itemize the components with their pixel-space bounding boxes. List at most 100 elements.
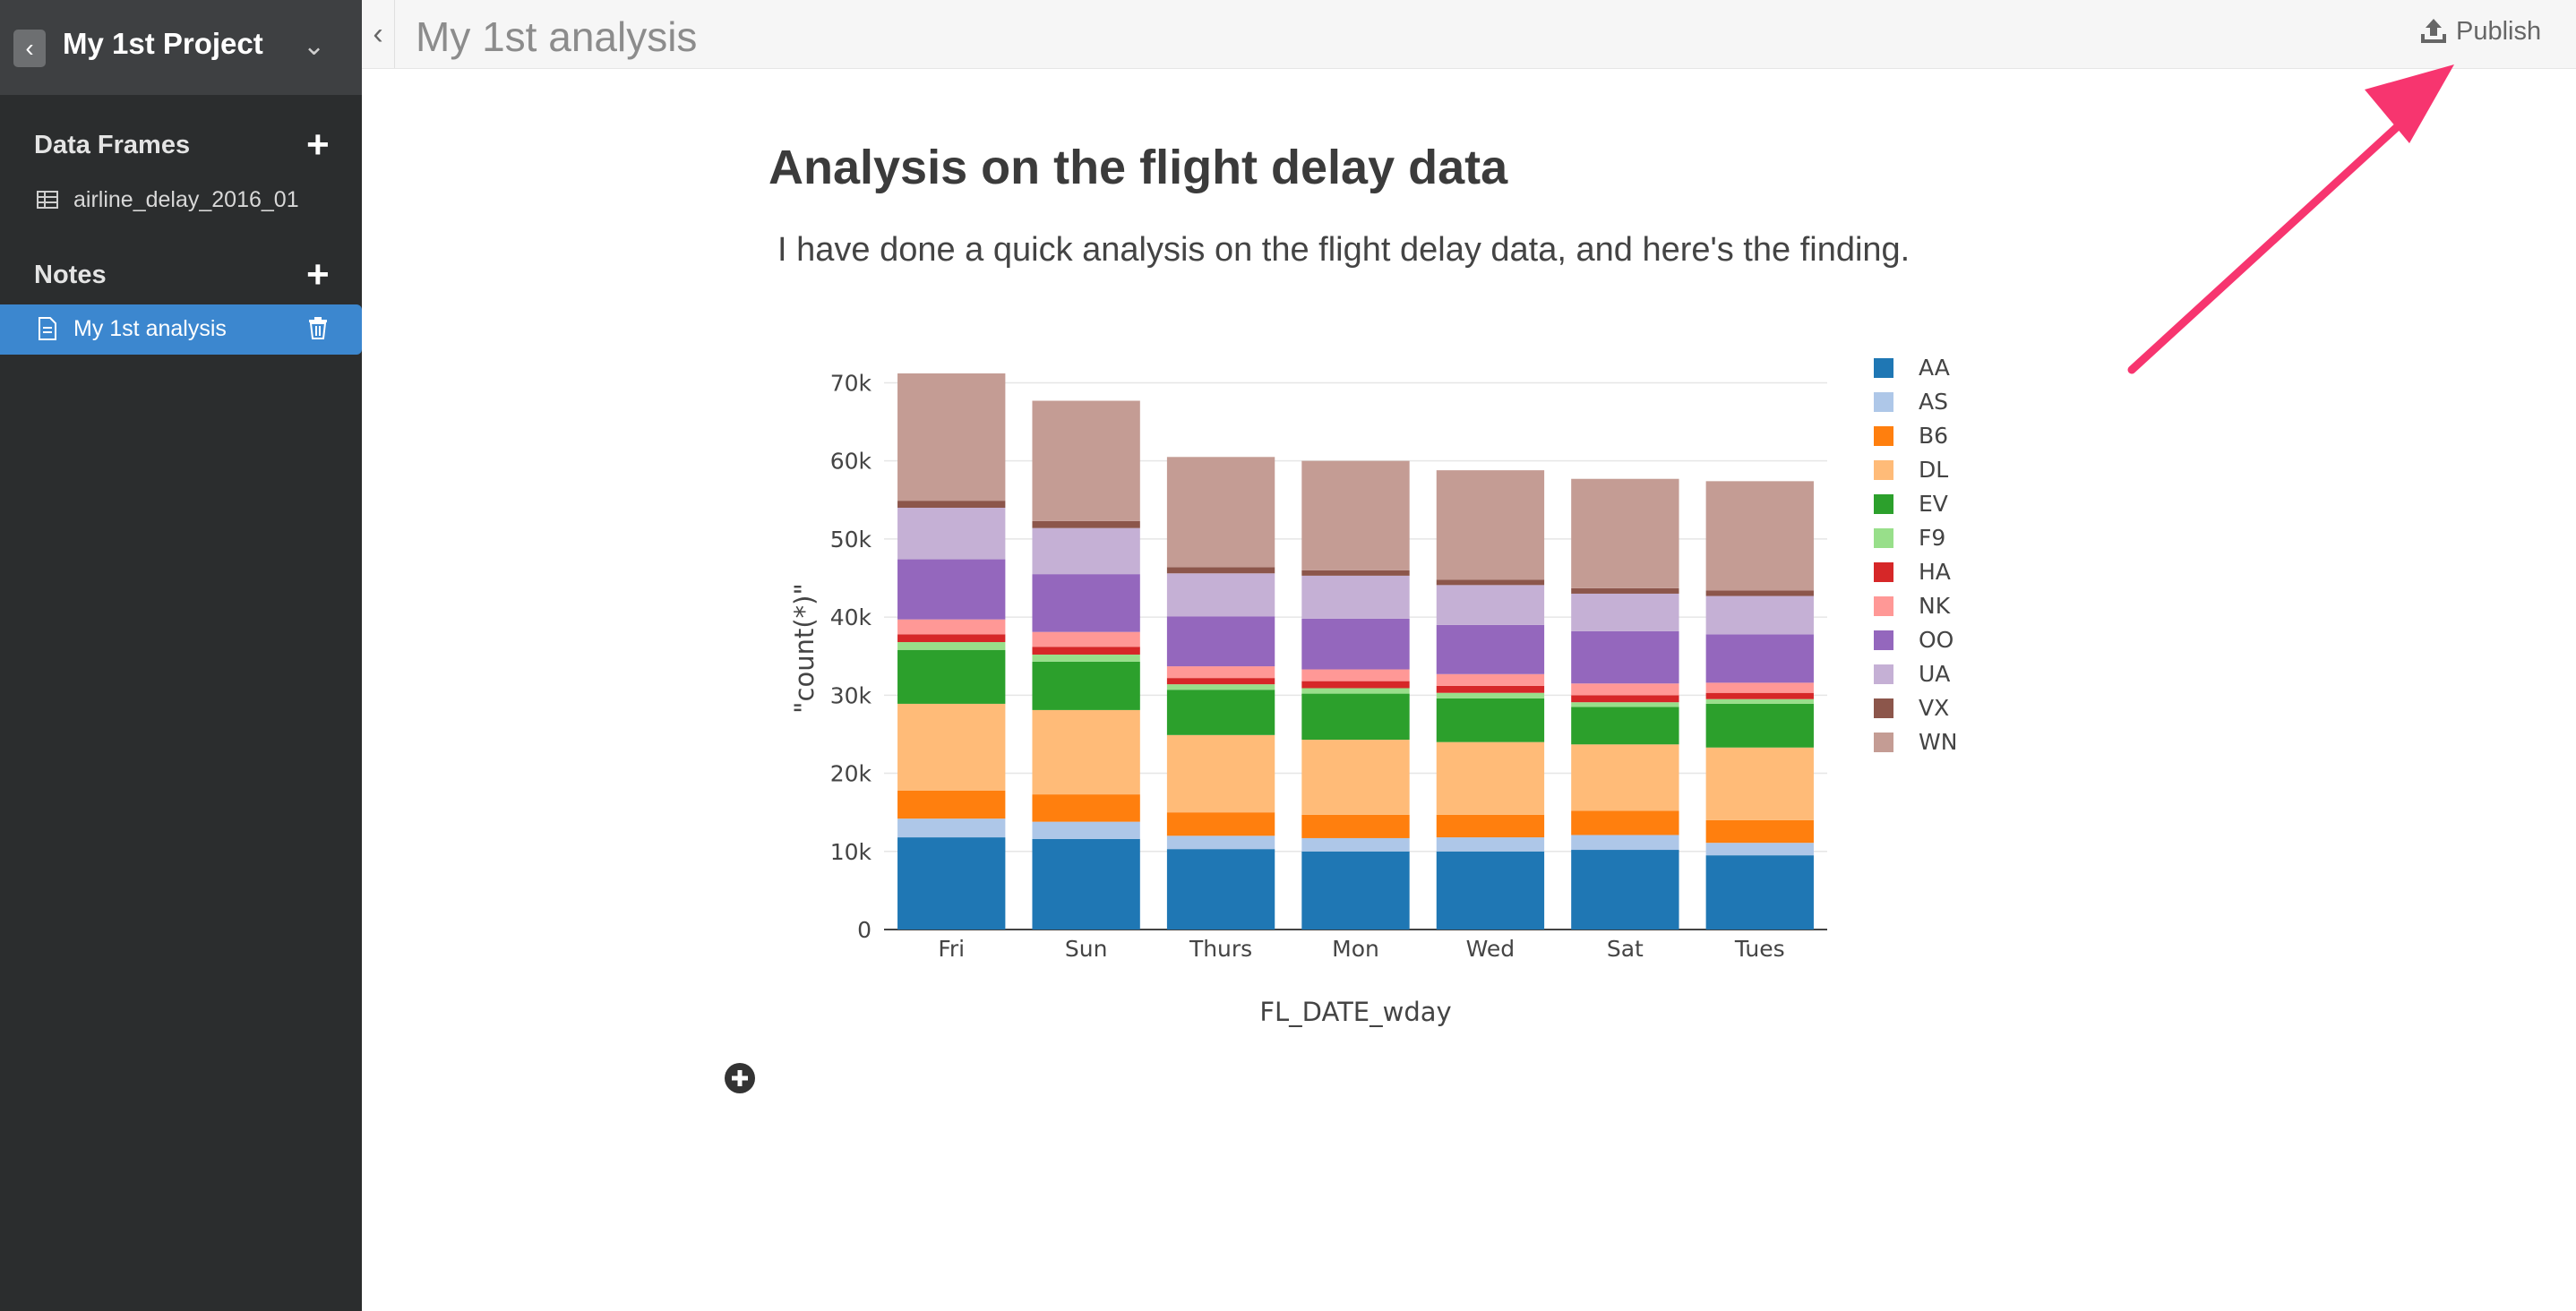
bar-segment[interactable] bbox=[1032, 661, 1140, 710]
bar-segment[interactable] bbox=[1436, 698, 1545, 742]
bar-segment[interactable] bbox=[1705, 481, 1814, 591]
bar-segment[interactable] bbox=[1166, 734, 1275, 813]
bar-segment[interactable] bbox=[1166, 567, 1275, 574]
bar-segment[interactable] bbox=[1166, 457, 1275, 568]
legend-swatch[interactable] bbox=[1874, 494, 1893, 514]
bar-segment[interactable] bbox=[1166, 690, 1275, 735]
bar-segment[interactable] bbox=[1301, 851, 1410, 930]
bar-segment[interactable] bbox=[1301, 837, 1410, 852]
sidebar-item-data-frame[interactable]: airline_delay_2016_01 bbox=[0, 176, 362, 226]
bar-segment[interactable] bbox=[897, 703, 1006, 791]
bar-segment[interactable] bbox=[1032, 574, 1140, 632]
bar-segment[interactable] bbox=[1166, 812, 1275, 836]
legend-label[interactable]: NK bbox=[1919, 593, 1951, 619]
bar-segment[interactable] bbox=[1032, 520, 1140, 528]
bar-segment[interactable] bbox=[1571, 744, 1679, 811]
legend-swatch[interactable] bbox=[1874, 358, 1893, 378]
collapse-sidebar-icon[interactable]: ‹ bbox=[362, 0, 395, 68]
bar-segment[interactable] bbox=[1436, 692, 1545, 698]
bar-segment[interactable] bbox=[1436, 579, 1545, 586]
bar-segment[interactable] bbox=[1705, 634, 1814, 683]
legend-label[interactable]: WN bbox=[1919, 729, 1957, 755]
bar-segment[interactable] bbox=[1032, 527, 1140, 575]
trash-icon[interactable] bbox=[306, 314, 330, 341]
legend-label[interactable]: OO bbox=[1919, 627, 1953, 653]
legend-label[interactable]: F9 bbox=[1919, 525, 1945, 551]
bar-segment[interactable] bbox=[1705, 747, 1814, 820]
bar-segment[interactable] bbox=[1301, 618, 1410, 670]
bar-segment[interactable] bbox=[1032, 794, 1140, 822]
bar-segment[interactable] bbox=[1032, 821, 1140, 839]
bar-segment[interactable] bbox=[1571, 478, 1679, 588]
bar-segment[interactable] bbox=[1301, 570, 1410, 576]
bar-segment[interactable] bbox=[897, 559, 1006, 620]
bar-segment[interactable] bbox=[1705, 590, 1814, 596]
bar-segment[interactable] bbox=[1301, 681, 1410, 689]
bar-segment[interactable] bbox=[1032, 647, 1140, 655]
bar-segment[interactable] bbox=[1301, 460, 1410, 570]
sidebar-item-note[interactable]: My 1st analysis bbox=[0, 304, 362, 355]
legend-label[interactable]: AS bbox=[1919, 389, 1948, 415]
bar-segment[interactable] bbox=[1571, 850, 1679, 930]
project-header[interactable]: ‹ My 1st Project ⌄ bbox=[0, 0, 362, 95]
bar-segment[interactable] bbox=[1571, 702, 1679, 707]
chevron-left-icon[interactable]: ‹ bbox=[13, 30, 46, 67]
bar-segment[interactable] bbox=[1705, 855, 1814, 930]
bar-segment[interactable] bbox=[1166, 573, 1275, 617]
bar-segment[interactable] bbox=[1705, 682, 1814, 693]
page-title[interactable]: My 1st analysis bbox=[416, 13, 698, 60]
add-note-icon[interactable]: + bbox=[306, 253, 330, 296]
bar-segment[interactable] bbox=[1301, 814, 1410, 838]
legend-swatch[interactable] bbox=[1874, 426, 1893, 446]
bar-segment[interactable] bbox=[1436, 851, 1545, 930]
bar-segment[interactable] bbox=[1705, 596, 1814, 635]
legend-swatch[interactable] bbox=[1874, 596, 1893, 616]
bar-segment[interactable] bbox=[1301, 575, 1410, 619]
legend-swatch[interactable] bbox=[1874, 528, 1893, 548]
bar-segment[interactable] bbox=[1705, 692, 1814, 699]
bar-segment[interactable] bbox=[897, 619, 1006, 635]
legend-swatch[interactable] bbox=[1874, 460, 1893, 480]
legend-swatch[interactable] bbox=[1874, 664, 1893, 684]
bar-segment[interactable] bbox=[1436, 814, 1545, 838]
bar-segment[interactable] bbox=[1166, 849, 1275, 930]
bar-segment[interactable] bbox=[1705, 843, 1814, 856]
bar-segment[interactable] bbox=[897, 818, 1006, 838]
bar-segment[interactable] bbox=[1166, 835, 1275, 850]
bar-segment[interactable] bbox=[897, 642, 1006, 650]
bar-segment[interactable] bbox=[1705, 698, 1814, 704]
bar-segment[interactable] bbox=[1436, 837, 1545, 852]
bar-segment[interactable] bbox=[1571, 695, 1679, 703]
legend-label[interactable]: AA bbox=[1919, 355, 1950, 381]
legend-label[interactable]: VX bbox=[1919, 695, 1949, 721]
legend-swatch[interactable] bbox=[1874, 698, 1893, 718]
legend-label[interactable]: EV bbox=[1919, 491, 1948, 517]
legend-swatch[interactable] bbox=[1874, 630, 1893, 650]
bar-segment[interactable] bbox=[1571, 593, 1679, 631]
bar-segment[interactable] bbox=[1032, 654, 1140, 662]
bar-segment[interactable] bbox=[1571, 810, 1679, 835]
bar-segment[interactable] bbox=[1032, 631, 1140, 647]
bar-segment[interactable] bbox=[1436, 741, 1545, 815]
bar-segment[interactable] bbox=[1571, 707, 1679, 745]
bar-segment[interactable] bbox=[897, 649, 1006, 704]
legend-label[interactable]: UA bbox=[1919, 661, 1950, 687]
bar-segment[interactable] bbox=[897, 790, 1006, 819]
bar-segment[interactable] bbox=[1436, 685, 1545, 693]
bar-segment[interactable] bbox=[1436, 673, 1545, 686]
bar-segment[interactable] bbox=[1436, 585, 1545, 625]
legend-label[interactable]: HA bbox=[1919, 559, 1951, 585]
legend-label[interactable]: B6 bbox=[1919, 423, 1948, 449]
bar-segment[interactable] bbox=[1166, 616, 1275, 667]
publish-button[interactable]: Publish bbox=[2418, 16, 2541, 47]
bar-segment[interactable] bbox=[1032, 838, 1140, 930]
bar-segment[interactable] bbox=[1032, 709, 1140, 795]
bar-segment[interactable] bbox=[1166, 678, 1275, 685]
add-block-icon[interactable] bbox=[724, 1062, 756, 1094]
stacked-bar-chart[interactable]: 0 10k 20k 30k 40k 50k 60k 70k Fri Sun Thurs Mon Wed S… bbox=[770, 340, 2024, 1039]
bar-segment[interactable] bbox=[1571, 683, 1679, 696]
bar-segment[interactable] bbox=[1166, 666, 1275, 679]
legend-label[interactable]: DL bbox=[1919, 457, 1948, 483]
legend-swatch[interactable] bbox=[1874, 392, 1893, 412]
legend-swatch[interactable] bbox=[1874, 562, 1893, 582]
